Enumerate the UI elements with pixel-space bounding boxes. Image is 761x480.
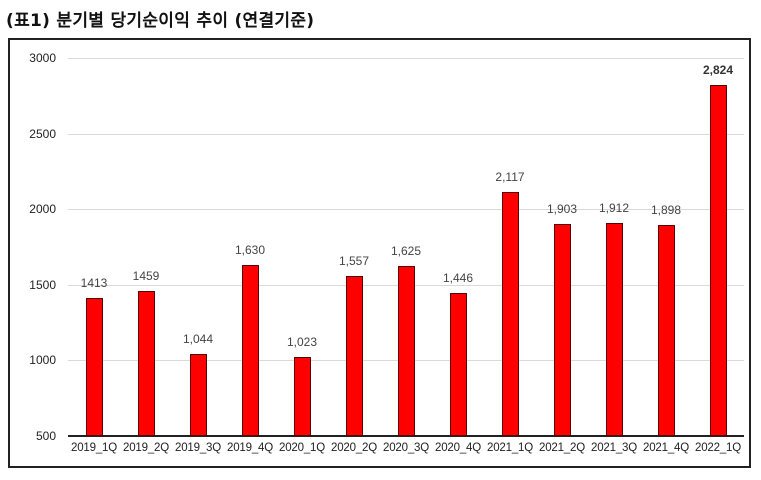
y-tick-label: 1500 [29, 277, 56, 292]
bar-2021_1Q [501, 191, 519, 436]
gridline [68, 58, 744, 59]
x-tick-label: 2021_1Q [487, 442, 533, 454]
x-tick-label: 2019_2Q [123, 442, 169, 454]
bar-2021_4Q [657, 224, 675, 436]
y-tick-label: 2500 [29, 126, 56, 141]
x-tick-label: 2020_1Q [279, 442, 325, 454]
x-tick-label: 2020_4Q [435, 442, 481, 454]
y-tick-label: 2000 [29, 202, 56, 217]
bar-2020_1Q [293, 356, 311, 436]
data-label: 1,903 [546, 201, 578, 216]
x-tick-label: 2020_3Q [383, 442, 429, 454]
x-tick-label: 2021_3Q [591, 442, 637, 454]
data-label: 1,625 [390, 243, 422, 258]
data-label: 1,023 [286, 334, 318, 349]
data-label: 1459 [132, 268, 160, 283]
bar-2019_4Q [241, 265, 259, 436]
data-label: 2,824 [702, 62, 734, 77]
data-label: 1,446 [442, 270, 474, 285]
bar-2020_4Q [449, 292, 467, 436]
x-tick-label: 2022_1Q [695, 442, 741, 454]
data-label: 1,044 [182, 331, 214, 346]
data-label: 1,630 [234, 243, 266, 258]
bar-2020_3Q [397, 265, 415, 436]
x-tick-label: 2019_4Q [227, 442, 273, 454]
x-tick-label: 2020_2Q [331, 442, 377, 454]
data-label: 1,912 [598, 200, 630, 215]
data-label: 1413 [80, 275, 108, 290]
x-tick-label: 2021_2Q [539, 442, 585, 454]
y-tick-label: 500 [35, 429, 56, 443]
data-label: 1,898 [650, 202, 682, 217]
x-tick-label: 2019_1Q [71, 442, 117, 454]
gridline [68, 133, 744, 135]
y-tick-label: 1000 [29, 353, 56, 368]
bar-2019_3Q [189, 353, 207, 436]
bar-2021_2Q [553, 223, 571, 436]
data-label: 2,117 [495, 169, 525, 184]
bar-2019_2Q [137, 290, 155, 436]
x-tick-label: 2021_4Q [643, 442, 689, 454]
bar-2020_2Q [345, 276, 363, 436]
y-tick-label: 3000 [29, 51, 56, 65]
plot-area: 500 1000 1500 2000 2500 3000 1413 2019_1Q 1459 20… [29, 51, 744, 454]
gridline [68, 209, 744, 211]
bar-2019_1Q [85, 297, 103, 436]
chart-title: (표1) 분기별 당기순이익 추이 (연결기준) [6, 11, 315, 31]
chart-frame: 500 1000 1500 2000 2500 3000 1413 2019_1Q 1459 20… [8, 38, 751, 468]
x-tick-label: 2019_3Q [175, 442, 221, 454]
bar-2022_1Q [709, 84, 727, 436]
bar-2021_3Q [605, 222, 623, 436]
data-label: 1,557 [338, 254, 370, 269]
